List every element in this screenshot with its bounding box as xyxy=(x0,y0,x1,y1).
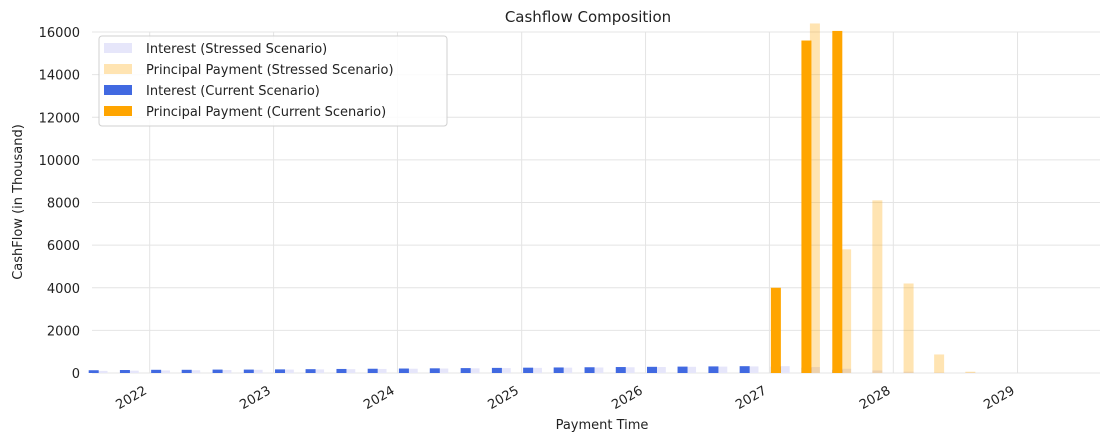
bars-group xyxy=(88,23,976,374)
bar-interest-current xyxy=(398,368,409,373)
bar-principal-stressed xyxy=(965,371,976,373)
x-tick-label: 2028 xyxy=(857,383,893,413)
bar-interest-stressed xyxy=(190,370,201,373)
bar-interest-stressed xyxy=(655,367,666,373)
bar-principal-stressed xyxy=(903,283,914,373)
bar-interest-stressed xyxy=(903,371,914,373)
bar-interest-current xyxy=(88,370,99,373)
bar-principal-current xyxy=(801,40,812,374)
bar-interest-stressed xyxy=(438,368,449,373)
y-tick-label: 0 xyxy=(72,367,80,382)
bar-interest-current xyxy=(553,367,564,373)
bar-interest-stressed xyxy=(748,366,759,373)
bar-principal-current xyxy=(832,30,843,373)
bar-interest-current xyxy=(677,366,688,373)
bar-interest-current xyxy=(708,366,719,373)
x-tick-label: 2022 xyxy=(114,383,150,413)
legend-swatch-interest-current xyxy=(104,85,132,95)
legend-label-principal-stressed: Principal Payment (Stressed Scenario) xyxy=(146,63,394,78)
y-tick-label: 14000 xyxy=(39,69,80,84)
bar-interest-stressed xyxy=(841,368,852,373)
bar-principal-stressed xyxy=(934,354,945,373)
bar-interest-current xyxy=(367,368,378,373)
x-tick-label: 2027 xyxy=(733,383,769,413)
bar-principal-stressed xyxy=(809,23,820,373)
x-axis-label: Payment Time xyxy=(556,418,649,433)
legend-label-interest-stressed: Interest (Stressed Scenario) xyxy=(146,42,327,57)
bar-interest-current xyxy=(275,369,286,373)
legend-box xyxy=(98,35,448,127)
legend: Interest (Stressed Scenario) Principal P… xyxy=(98,35,448,127)
bar-interest-stressed xyxy=(717,366,728,373)
x-tick-labels: 2022 2023 2024 2025 2026 2027 2028 2029 xyxy=(114,383,1018,413)
x-tick-label: 2026 xyxy=(609,383,645,413)
y-tick-label: 6000 xyxy=(47,239,80,254)
bar-interest-stressed xyxy=(593,367,604,373)
bar-interest-current xyxy=(615,367,626,373)
bar-interest-stressed xyxy=(531,367,542,373)
bar-interest-current xyxy=(584,367,595,373)
bar-interest-current xyxy=(243,369,254,373)
bar-interest-current xyxy=(181,369,192,373)
bar-interest-stressed xyxy=(159,370,170,373)
bar-interest-stressed xyxy=(469,368,480,373)
bar-interest-stressed xyxy=(376,368,387,373)
bar-interest-stressed xyxy=(314,369,325,373)
legend-swatch-principal-current xyxy=(104,106,132,116)
bar-interest-stressed xyxy=(872,370,883,373)
y-tick-label: 10000 xyxy=(39,154,80,169)
legend-swatch-principal-stressed xyxy=(104,64,132,74)
bar-interest-stressed xyxy=(624,367,635,373)
legend-label-principal-current: Principal Payment (Current Scenario) xyxy=(146,105,386,120)
bar-interest-current xyxy=(429,368,440,373)
bar-interest-stressed xyxy=(283,369,294,373)
bar-interest-current xyxy=(491,367,502,373)
bar-interest-stressed xyxy=(252,369,263,373)
bar-interest-current xyxy=(212,369,223,373)
bar-interest-stressed xyxy=(809,367,820,373)
bar-interest-stressed xyxy=(965,372,976,374)
x-tick-label: 2023 xyxy=(237,383,273,413)
x-tick-label: 2025 xyxy=(486,383,522,413)
bar-interest-current xyxy=(460,368,471,373)
bar-interest-stressed xyxy=(345,369,356,373)
x-tick-label: 2029 xyxy=(981,383,1017,413)
bar-interest-stressed xyxy=(407,368,418,373)
bar-interest-stressed xyxy=(221,370,232,373)
bar-interest-current xyxy=(523,367,534,373)
bar-interest-current xyxy=(647,366,657,373)
x-tick-label: 2024 xyxy=(361,383,397,413)
bar-interest-current xyxy=(336,368,347,373)
bar-interest-stressed xyxy=(686,366,697,373)
bar-interest-current xyxy=(119,370,130,373)
y-tick-label: 2000 xyxy=(47,324,80,339)
bar-interest-stressed xyxy=(934,372,945,374)
legend-swatch-interest-stressed xyxy=(104,43,132,53)
bar-principal-stressed xyxy=(872,200,883,373)
chart-title: Cashflow Composition xyxy=(505,8,671,26)
y-tick-label: 12000 xyxy=(39,111,80,126)
y-tick-label: 16000 xyxy=(39,26,80,41)
bar-interest-stressed xyxy=(97,370,108,373)
y-tick-label: 8000 xyxy=(47,197,80,212)
bar-interest-stressed xyxy=(779,366,790,373)
bar-interest-stressed xyxy=(562,367,573,373)
bar-interest-stressed xyxy=(128,370,139,373)
bar-interest-current xyxy=(151,369,162,373)
bar-principal-current xyxy=(770,287,781,373)
bar-interest-current xyxy=(305,369,316,373)
bar-principal-stressed xyxy=(841,249,852,373)
y-axis-label: CashFlow (in Thousand) xyxy=(11,124,26,280)
bar-interest-stressed xyxy=(500,368,511,373)
y-tick-label: 4000 xyxy=(47,282,80,297)
legend-label-interest-current: Interest (Current Scenario) xyxy=(146,84,320,99)
bar-interest-current xyxy=(739,366,750,373)
y-tick-labels: 0 2000 4000 6000 8000 10000 12000 14000 16000 xyxy=(39,26,80,382)
